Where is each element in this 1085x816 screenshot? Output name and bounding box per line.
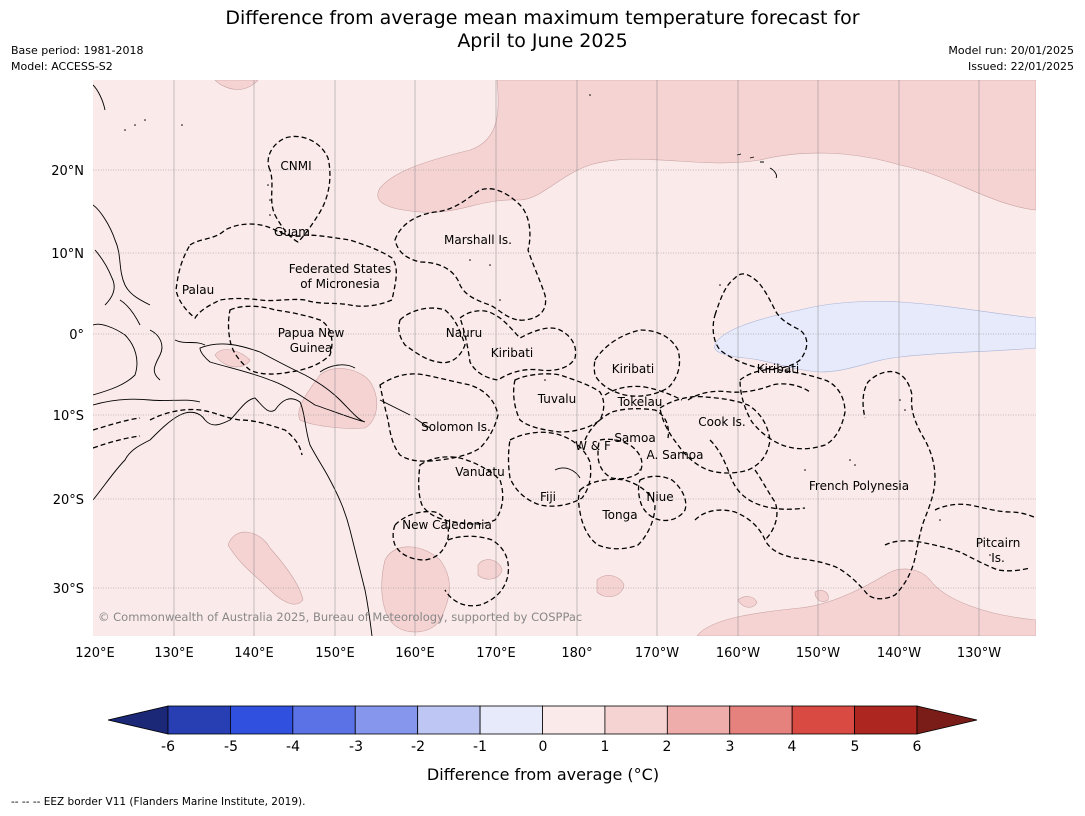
copyright-notice: © Commonwealth of Australia 2025, Bureau… xyxy=(98,610,582,624)
lon-label-130w: 130°W xyxy=(957,646,1001,661)
colorbar xyxy=(107,705,978,735)
label-wallis-futuna: W & F xyxy=(575,439,611,453)
colorbar-segment xyxy=(666,705,731,735)
label-niue: Niue xyxy=(646,490,673,504)
lon-label-150e: 150°E xyxy=(315,646,355,661)
label-fsm-2: of Micronesia xyxy=(300,277,380,291)
anomaly-1-2-patches xyxy=(214,80,1036,636)
colorbar-segment xyxy=(729,705,793,735)
colorbar-over-arrow xyxy=(916,705,978,735)
label-kiribati-west: Kiribati xyxy=(491,346,533,360)
longitude-labels: 120°E 130°E 140°E 150°E 160°E 170°E 180°… xyxy=(75,646,1001,661)
title-line-1: Difference from average mean maximum tem… xyxy=(225,7,860,29)
model-name: Model: ACCESS-S2 xyxy=(11,60,113,73)
lon-label-120e: 120°E xyxy=(75,646,115,661)
label-tonga: Tonga xyxy=(601,508,637,522)
colorbar-tick: 5 xyxy=(851,739,860,755)
lat-label-0: 0° xyxy=(69,328,84,343)
colorbar-tick: 4 xyxy=(788,739,797,755)
colorbar-tick: 2 xyxy=(663,739,672,755)
map-area: CNMI Guam Marshall Is. Federated States … xyxy=(93,80,1036,636)
label-nauru: Nauru xyxy=(446,326,482,340)
label-pitcairn-1: Pitcairn xyxy=(976,536,1021,550)
latitude-labels: 20°N 10°N 0° 10°S 20°S 30°S xyxy=(51,164,84,597)
model-run: Model run: 20/01/2025 xyxy=(948,44,1074,57)
lat-label-10s: 10°S xyxy=(53,409,84,424)
label-fiji: Fiji xyxy=(540,490,556,504)
meta-left: Base period: 1981-2018 Model: ACCESS-S2 xyxy=(11,43,143,75)
colorbar-segment xyxy=(791,705,855,735)
colorbar-tick: 6 xyxy=(913,739,922,755)
lat-label-30s: 30°S xyxy=(53,582,84,597)
label-kiribati-central: Kiribati xyxy=(612,362,654,376)
colorbar-tick: 0 xyxy=(539,739,548,755)
colorbar-tick: -2 xyxy=(411,739,425,755)
lon-label-140w: 140°W xyxy=(877,646,921,661)
title-line-2: April to June 2025 xyxy=(457,30,628,52)
colorbar-segment xyxy=(167,705,231,735)
eez-borders xyxy=(93,135,1036,607)
colorbar-under-arrow xyxy=(107,705,169,735)
colorbar-tick: -4 xyxy=(286,739,300,755)
label-marshall: Marshall Is. xyxy=(444,233,512,247)
colorbar-segment xyxy=(854,705,918,735)
label-vanuatu: Vanuatu xyxy=(455,465,505,479)
issued-date: Issued: 22/01/2025 xyxy=(967,60,1074,73)
colorbar-segment xyxy=(230,705,294,735)
region-labels: CNMI Guam Marshall Is. Federated States … xyxy=(182,159,1020,565)
base-period: Base period: 1981-2018 xyxy=(11,44,144,57)
label-tuvalu: Tuvalu xyxy=(537,392,577,406)
colorbar-label: Difference from average (°C) xyxy=(427,765,659,784)
eez-footnote: -- -- -- EEZ border V11 (Flanders Marine… xyxy=(11,796,306,808)
label-pitcairn-2: Is. xyxy=(991,551,1005,565)
colorbar-tick: 3 xyxy=(726,739,735,755)
label-png-2: Guinea xyxy=(290,341,333,355)
label-png-1: Papua New xyxy=(278,326,345,340)
graticule xyxy=(93,80,1036,636)
colorbar-segment xyxy=(417,705,481,735)
lat-label-20n: 20°N xyxy=(51,164,84,179)
label-fsm-1: Federated States xyxy=(289,262,391,276)
colorbar-segment xyxy=(479,705,543,735)
colorbar-tick: -1 xyxy=(473,739,487,755)
lon-label-130e: 130°E xyxy=(154,646,194,661)
label-palau: Palau xyxy=(182,283,214,297)
label-cnmi: CNMI xyxy=(280,159,311,173)
lon-label-180: 180° xyxy=(561,646,592,661)
lon-label-170e: 170°E xyxy=(476,646,516,661)
colorbar-tick: -5 xyxy=(224,739,238,755)
label-tokelau: Tokelau xyxy=(617,395,663,409)
label-cook: Cook Is. xyxy=(698,415,745,429)
lat-label-20s: 20°S xyxy=(53,493,84,508)
lon-label-170w: 170°W xyxy=(635,646,679,661)
colorbar-segment xyxy=(354,705,419,735)
colorbar-tick: 1 xyxy=(601,739,610,755)
coastlines xyxy=(93,84,777,636)
label-french-polynesia: French Polynesia xyxy=(809,479,909,493)
colorbar-segment xyxy=(292,705,356,735)
colorbar-tick: -3 xyxy=(349,739,363,755)
lon-label-140e: 140°E xyxy=(234,646,274,661)
label-new-caledonia: New Caledonia xyxy=(402,518,492,532)
label-american-samoa: A. Samoa xyxy=(647,448,704,462)
lat-label-10n: 10°N xyxy=(51,247,84,262)
colorbar-tick: -6 xyxy=(161,739,175,755)
label-samoa: Samoa xyxy=(614,431,655,445)
small-islands xyxy=(124,94,991,556)
lon-label-160e: 160°E xyxy=(395,646,435,661)
label-solomon: Solomon Is. xyxy=(421,420,491,434)
colorbar-ticks: -6 -5 -4 -3 -2 -1 0 1 2 3 4 5 6 xyxy=(161,739,922,755)
meta-right: Model run: 20/01/2025 Issued: 22/01/2025 xyxy=(948,43,1074,75)
lon-label-160w: 160°W xyxy=(716,646,760,661)
colorbar-segment xyxy=(542,705,606,735)
label-guam: Guam xyxy=(274,225,310,239)
label-kiribati-east: Kiribati xyxy=(757,362,799,376)
colorbar-segment xyxy=(604,705,668,735)
figure-title: Difference from average mean maximum tem… xyxy=(0,7,1085,53)
lon-label-150w: 150°W xyxy=(796,646,840,661)
anomaly-negative-patch xyxy=(714,300,1036,373)
